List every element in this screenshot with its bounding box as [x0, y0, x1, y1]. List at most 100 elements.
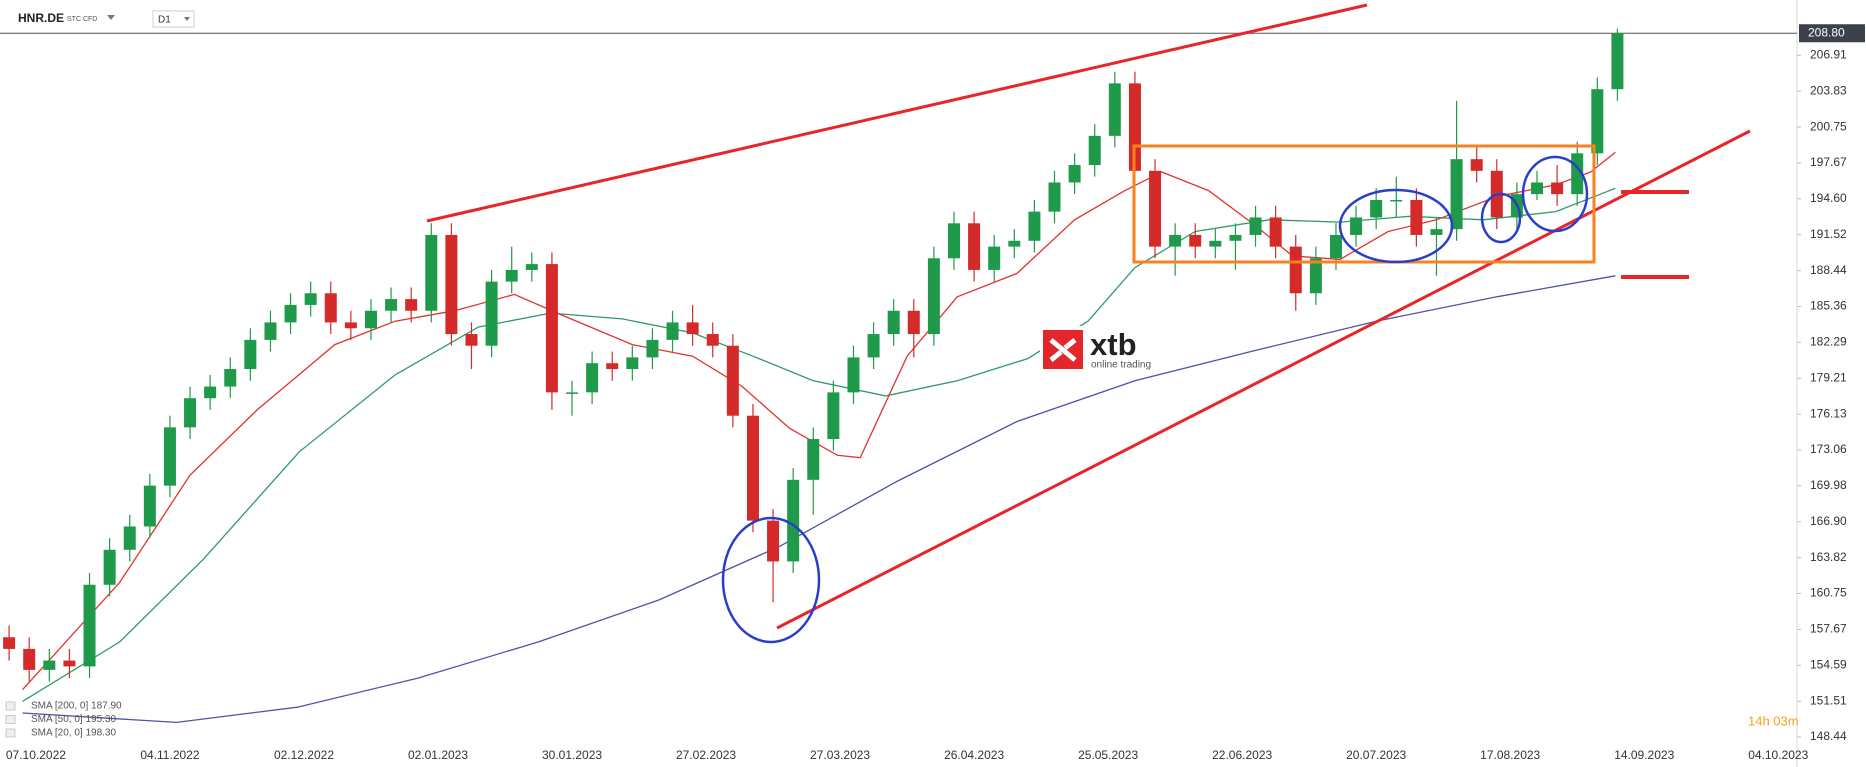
- candle-body: [1128, 83, 1141, 171]
- y-tick-label: 163.82: [1810, 550, 1847, 564]
- sma-line: [22, 187, 1616, 702]
- timeframe: D1: [158, 15, 171, 26]
- trend-line: [426, 3, 1368, 223]
- highlight-ellipse: [1521, 155, 1589, 233]
- last-price-label: 208.80: [1808, 25, 1845, 39]
- x-tick-label: 27.02.2023: [676, 748, 736, 762]
- candle-body: [1450, 159, 1463, 230]
- candle-body: [887, 310, 900, 335]
- x-tick-label: 04.10.2023: [1748, 748, 1808, 762]
- y-tick-label: 151.51: [1810, 693, 1847, 707]
- header: HNR.DE STC CFD D1: [18, 10, 195, 28]
- candle-body: [1209, 240, 1222, 247]
- x-tick-label: 04.11.2022: [140, 748, 199, 762]
- timeframe-select[interactable]: [152, 10, 195, 28]
- candle-body: [465, 334, 478, 346]
- candle-body: [927, 258, 940, 335]
- candle-body: [485, 281, 498, 346]
- candle-body: [726, 345, 739, 416]
- logo-x: [1049, 338, 1077, 362]
- candle-body: [1470, 159, 1483, 171]
- candle-body: [1048, 182, 1061, 212]
- candle-body: [1229, 234, 1242, 241]
- candle-body: [827, 392, 840, 440]
- candle-body: [1269, 217, 1282, 247]
- candle-body: [1189, 234, 1202, 247]
- x-tick-label: 17.08.2023: [1480, 748, 1540, 762]
- candle-body: [1289, 246, 1302, 294]
- candle-body: [123, 526, 136, 550]
- candle-body: [83, 584, 96, 667]
- x-tick-label: 30.01.2023: [542, 748, 602, 762]
- candle-body: [505, 269, 518, 282]
- candle-body: [1068, 164, 1081, 183]
- sma-line: [22, 275, 1616, 724]
- candle-body: [244, 339, 257, 370]
- candle-body: [847, 357, 860, 393]
- candle-body: [1108, 83, 1121, 136]
- candle-body: [988, 246, 1001, 270]
- logo: xtb online trading: [1040, 326, 1152, 372]
- candle-body: [103, 549, 116, 585]
- y-tick-label: 160.75: [1810, 586, 1847, 600]
- range-box: [1132, 144, 1596, 264]
- candle-body: [163, 427, 176, 486]
- legend-label: SMA [200, 0] 187.90: [31, 701, 122, 712]
- candle-body: [1531, 182, 1544, 195]
- legend-label: SMA [20, 0] 198.30: [31, 728, 116, 739]
- candle-body: [1309, 258, 1322, 294]
- candle-body: [1551, 182, 1564, 195]
- y-tick-label: 185.36: [1810, 299, 1847, 313]
- candle-body: [646, 339, 659, 358]
- candle-body: [767, 520, 780, 562]
- y-tick-label: 197.67: [1810, 155, 1847, 169]
- y-tick-label: 154.59: [1810, 658, 1847, 672]
- drawings: [426, 3, 1751, 644]
- candle-body: [1149, 170, 1162, 247]
- candle-body: [405, 299, 418, 311]
- last-price-box: [1799, 24, 1865, 43]
- candle-body: [385, 299, 398, 311]
- dropdown-arrow: [184, 17, 190, 21]
- candle-body: [324, 293, 337, 323]
- candle-body: [264, 322, 277, 340]
- y-tick-label: 206.91: [1810, 47, 1847, 61]
- candle-body: [344, 322, 357, 329]
- y-tick-label: 188.44: [1810, 263, 1847, 277]
- candle-body: [1430, 229, 1443, 235]
- candle-body: [907, 310, 920, 335]
- y-tick-label: 203.83: [1810, 83, 1847, 97]
- candle-body: [143, 485, 156, 527]
- legend-icon: [5, 728, 16, 738]
- x-tick-label: 02.01.2023: [408, 748, 468, 762]
- dropdown-arrow[interactable]: [107, 15, 115, 20]
- y-tick-label: 194.60: [1810, 191, 1847, 205]
- x-tick-label: 26.04.2023: [944, 748, 1004, 762]
- candle-body: [445, 234, 458, 335]
- y-tick-label: 179.21: [1810, 370, 1847, 384]
- candle-body: [626, 357, 639, 370]
- candle-body: [1008, 240, 1021, 247]
- trend-line: [776, 129, 1751, 630]
- candle-body: [867, 334, 880, 358]
- y-tick-label: 148.44: [1810, 729, 1847, 743]
- x-tick-label: 07.10.2022: [6, 748, 66, 762]
- candle-body: [525, 264, 538, 270]
- highlight-ellipse: [1480, 192, 1522, 244]
- candle-body: [1329, 234, 1342, 259]
- y-tick-label: 169.98: [1810, 478, 1847, 492]
- candle-body: [586, 363, 599, 393]
- candle-body: [746, 415, 759, 521]
- y-tick-label: 166.90: [1810, 514, 1847, 528]
- symbol: HNR.DE: [18, 11, 64, 25]
- candle-body: [807, 439, 820, 480]
- candle-body: [43, 660, 56, 670]
- candle-body: [63, 660, 76, 667]
- y-tick-label: 200.75: [1810, 119, 1847, 133]
- highlight-ellipse: [1338, 188, 1454, 264]
- logo-tagline: online trading: [1091, 360, 1151, 371]
- x-tick-label: 14.09.2023: [1614, 748, 1674, 762]
- candle-body: [1249, 217, 1262, 235]
